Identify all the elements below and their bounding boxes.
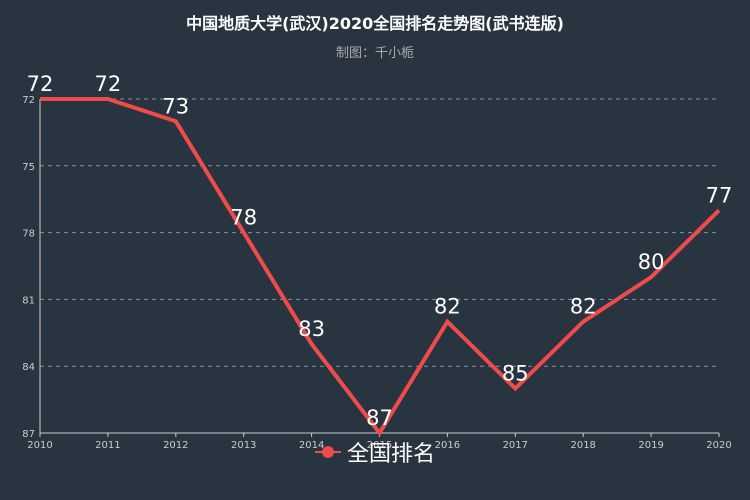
- data-label: 78: [230, 206, 257, 230]
- data-label: 82: [570, 295, 597, 319]
- chart-title: 中国地质大学(武汉)2020全国排名走势图(武书连版): [186, 14, 564, 33]
- x-tick-label: 2018: [570, 440, 595, 451]
- y-tick-label: 72: [22, 95, 35, 106]
- x-tick-label: 2010: [27, 440, 52, 451]
- legend-label: 全国排名: [346, 442, 435, 467]
- x-tick-label: 2017: [503, 440, 528, 451]
- x-tick-label: 2019: [638, 440, 663, 451]
- legend[interactable]: 全国排名: [0, 436, 750, 468]
- y-tick-label: 87: [22, 429, 35, 440]
- x-tick-label: 2011: [95, 440, 120, 451]
- data-label: 80: [638, 250, 665, 274]
- x-tick-label: 2016: [435, 440, 460, 451]
- x-tick-label: 2015: [367, 440, 392, 451]
- legend-line-marker-icon: [314, 445, 341, 459]
- data-label: 72: [27, 72, 54, 96]
- y-tick-label: 84: [22, 362, 35, 373]
- data-label: 72: [95, 72, 122, 96]
- x-tick-label: 2020: [706, 440, 731, 451]
- data-label: 85: [502, 361, 529, 385]
- data-label: 82: [434, 295, 461, 319]
- x-tick-label: 2014: [299, 440, 324, 451]
- data-label: 77: [706, 183, 733, 207]
- y-tick-label: 78: [22, 229, 35, 240]
- x-tick-label: 2013: [231, 440, 256, 451]
- data-label: 83: [298, 317, 325, 341]
- y-tick-label: 75: [22, 162, 35, 173]
- y-tick-label: 81: [22, 295, 35, 306]
- data-label: 87: [366, 406, 393, 430]
- x-tick-label: 2012: [163, 440, 188, 451]
- chart-subtitle: 制图：千小栀: [335, 46, 414, 61]
- data-label: 73: [162, 94, 189, 118]
- series-line: [40, 97, 721, 437]
